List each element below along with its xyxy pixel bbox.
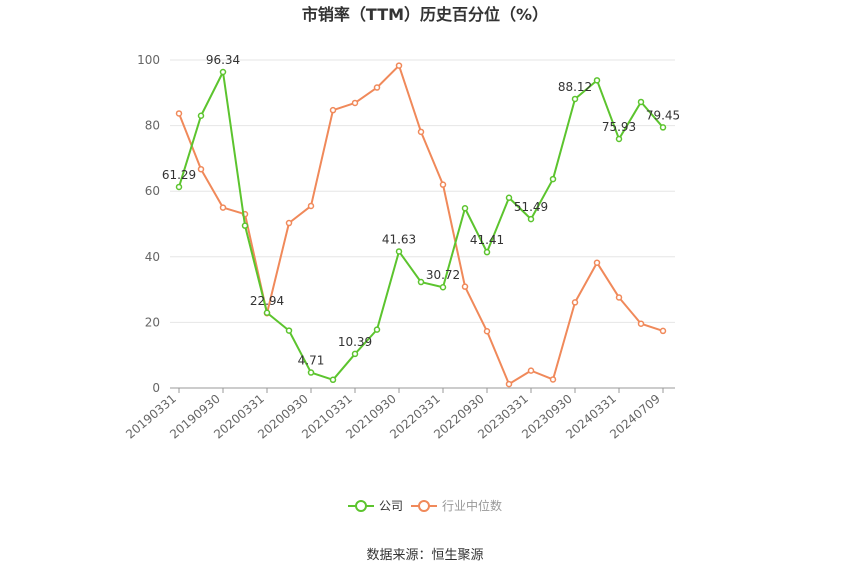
data-point-1	[395, 62, 403, 69]
legend-company-label: 公司	[379, 499, 403, 513]
data-point-0	[395, 248, 403, 255]
y-tick-label: 80	[145, 119, 160, 133]
data-source: 数据来源：恒生聚源	[366, 548, 483, 563]
data-point-1	[549, 376, 557, 383]
data-label: 22.94	[250, 294, 284, 308]
data-point-0	[439, 283, 447, 291]
data-point-1	[659, 327, 667, 335]
data-point-0	[285, 327, 293, 334]
data-label: 41.63	[382, 232, 416, 246]
y-tick-label: 60	[145, 184, 160, 198]
data-point-0	[483, 248, 491, 256]
data-label: 51.49	[514, 200, 548, 214]
y-axis: 0 20 40 60 80 100	[137, 53, 160, 395]
data-label: 96.34	[206, 53, 240, 67]
legend-item-industry-median[interactable]: 行业中位数	[411, 498, 502, 513]
chart-title: 市销率（TTM）历史百分位（%）	[302, 5, 548, 24]
data-point-1	[637, 320, 645, 327]
data-point-0	[263, 309, 271, 317]
data-point-0	[307, 369, 315, 376]
x-axis: 2019033120190930202003312020093020210331…	[123, 387, 675, 442]
data-point-1	[197, 165, 205, 173]
data-point-0	[637, 98, 645, 106]
data-point-0	[219, 68, 227, 76]
data-point-1	[307, 202, 315, 210]
data-point-1	[483, 328, 491, 335]
y-tick-label: 0	[152, 381, 160, 395]
data-point-1	[219, 204, 227, 211]
data-point-1	[593, 259, 601, 266]
y-tick-label: 100	[137, 53, 160, 67]
data-point-1	[461, 283, 469, 290]
series-line-0	[178, 71, 664, 381]
data-label: 41.41	[470, 233, 504, 247]
legend-item-company[interactable]: 公司	[348, 499, 403, 513]
data-point-1	[351, 99, 359, 107]
data-point-0	[571, 95, 579, 103]
legend-company-marker	[355, 500, 367, 512]
data-point-0	[461, 205, 469, 212]
data-point-0	[659, 124, 667, 131]
data-point-0	[329, 376, 337, 384]
data-point-0	[505, 194, 513, 202]
y-tick-label: 20	[145, 315, 160, 329]
data-point-0	[593, 77, 601, 84]
data-label: 30.72	[426, 268, 460, 282]
data-point-0	[615, 135, 623, 143]
data-point-0	[373, 326, 381, 333]
data-point-0	[549, 175, 557, 183]
data-point-1	[439, 181, 447, 188]
data-label: 10.39	[338, 335, 372, 349]
legend-industry-label: 行业中位数	[442, 498, 502, 513]
y-tick-label: 40	[145, 250, 160, 264]
data-point-1	[571, 299, 579, 306]
legend-industry-marker	[418, 500, 430, 512]
data-point-1	[615, 294, 623, 301]
data-point-0	[197, 112, 205, 120]
data-label: 88.12	[558, 80, 592, 94]
series-line-1	[178, 64, 664, 386]
data-point-1	[175, 110, 183, 117]
data-point-0	[527, 215, 535, 223]
series-group	[175, 62, 667, 388]
data-label: 61.29	[162, 168, 196, 182]
data-label: 75.93	[602, 120, 636, 134]
data-point-0	[241, 222, 249, 229]
legend: 公司 行业中位数	[348, 498, 502, 513]
data-point-0	[417, 278, 425, 286]
data-label: 4.71	[298, 354, 325, 368]
data-point-1	[417, 128, 425, 136]
data-labels: 61.29 96.34 22.94 4.71 10.39 41.63 30.72 41.41 5…	[162, 53, 680, 368]
data-point-0	[351, 350, 359, 358]
data-label: 79.45	[646, 108, 680, 122]
data-point-1	[373, 84, 381, 91]
data-point-1	[285, 219, 293, 227]
data-point-0	[175, 183, 183, 191]
data-point-1	[527, 367, 535, 374]
data-point-1	[329, 106, 337, 114]
data-point-1	[505, 380, 513, 388]
